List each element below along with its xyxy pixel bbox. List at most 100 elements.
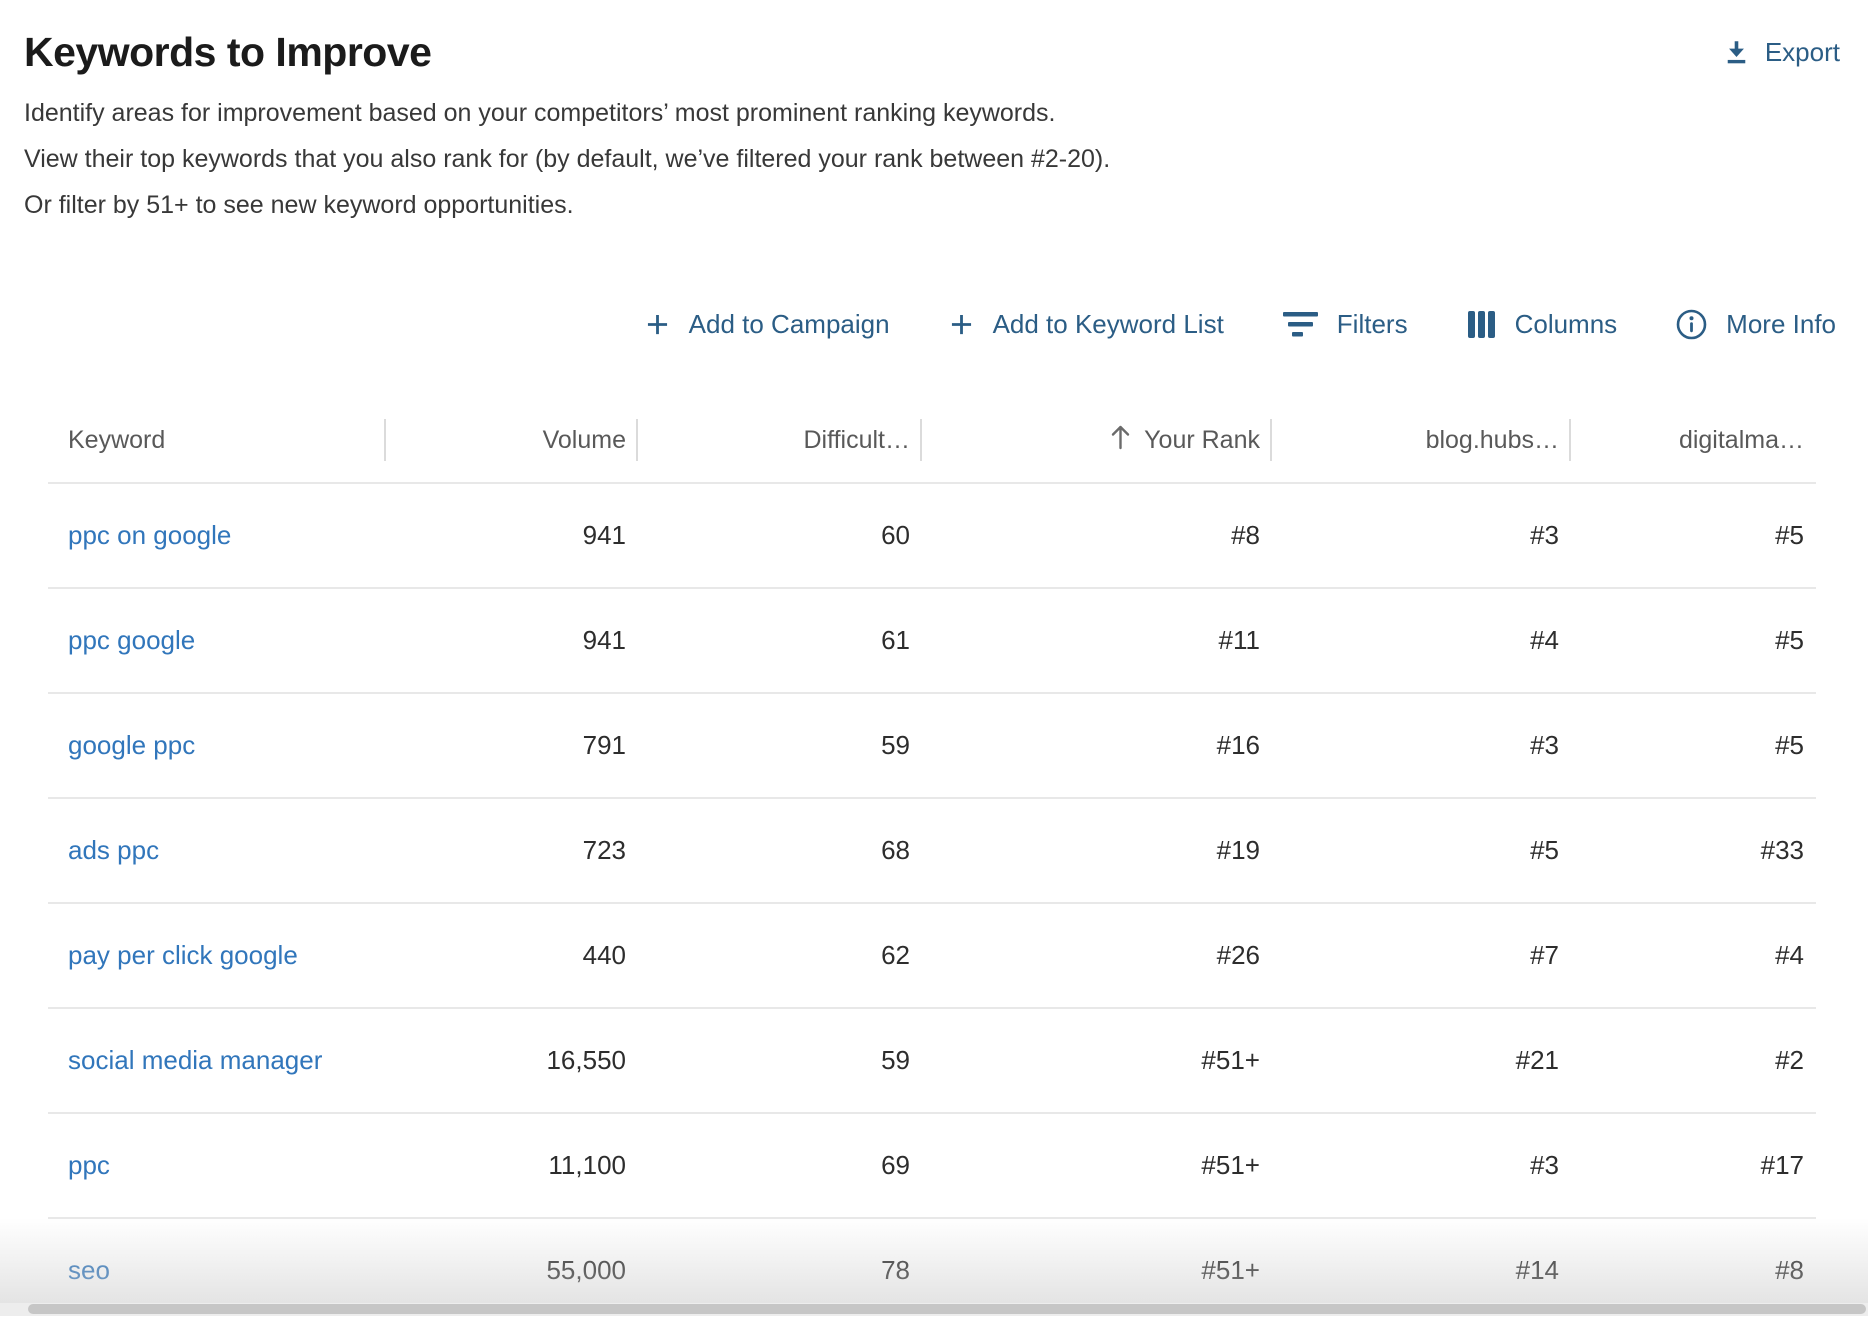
filter-icon — [1282, 309, 1319, 340]
plus-icon — [644, 311, 671, 338]
keyword-link[interactable]: pay per click google — [68, 940, 298, 970]
cell-value: 941 — [582, 520, 626, 550]
panel-description: Identify areas for improvement based on … — [24, 90, 1840, 228]
keyword-cell: seo — [48, 1255, 386, 1286]
keyword-link[interactable]: social media manager — [68, 1045, 323, 1075]
keyword-cell: google ppc — [48, 730, 386, 761]
scrollbar-thumb[interactable] — [28, 1304, 1866, 1314]
plus-icon — [948, 311, 975, 338]
cell-value: #33 — [1760, 835, 1804, 865]
column-header-label: Difficult… — [803, 425, 910, 454]
keyword-link[interactable]: ppc — [68, 1150, 110, 1180]
cell-value: #5 — [1775, 730, 1804, 760]
table-row: ppc 11,100 69 #51+ #3 #17 — [48, 1112, 1816, 1217]
keyword-link[interactable]: google ppc — [68, 730, 196, 760]
column-header-keyword[interactable]: Keyword — [48, 398, 386, 482]
cell-value: #51+ — [1201, 1255, 1260, 1285]
column-header-your-rank[interactable]: Your Rank — [922, 398, 1272, 482]
panel-header: Keywords to Improve Export — [24, 26, 1840, 78]
cell-value: 723 — [582, 835, 626, 865]
horizontal-scrollbar[interactable] — [0, 1303, 1868, 1316]
add-to-campaign-label: Add to Campaign — [688, 308, 890, 339]
cell-value: #7 — [1530, 940, 1559, 970]
info-icon — [1675, 308, 1708, 341]
keywords-table: Keyword Volume Difficult… Your Rank blog.hu… — [48, 398, 1816, 1322]
more-info-button[interactable]: More Info — [1675, 308, 1836, 341]
keyword-cell: ppc — [48, 1150, 386, 1181]
column-header-label: Volume — [542, 425, 626, 454]
keyword-link[interactable]: seo — [68, 1255, 110, 1285]
cell-value: 59 — [881, 1045, 910, 1075]
cell-value: 440 — [582, 940, 626, 970]
cell-value: 60 — [881, 520, 910, 550]
cell-value: 69 — [881, 1150, 910, 1180]
keyword-cell: pay per click google — [48, 940, 386, 971]
description-line: Or filter by 51+ to see new keyword oppo… — [24, 191, 574, 219]
keyword-link[interactable]: ppc on google — [68, 520, 232, 550]
cell-value: #4 — [1775, 940, 1804, 970]
columns-icon — [1466, 309, 1497, 340]
cell-value: #14 — [1515, 1255, 1559, 1285]
cell-value: #5 — [1530, 835, 1559, 865]
columns-button[interactable]: Columns — [1466, 308, 1618, 340]
column-header-difficulty[interactable]: Difficult… — [638, 398, 922, 482]
column-header-blog-hubs[interactable]: blog.hubs… — [1272, 398, 1571, 482]
column-header-label: Keyword — [68, 425, 166, 454]
cell-value: #8 — [1231, 520, 1260, 550]
keyword-cell: ppc on google — [48, 520, 386, 551]
cell-value: 78 — [881, 1255, 910, 1285]
cell-value: 11,100 — [548, 1150, 626, 1180]
table-row: google ppc 791 59 #16 #3 #5 — [48, 692, 1816, 797]
cell-value: #19 — [1216, 835, 1260, 865]
cell-value: #3 — [1530, 520, 1559, 550]
columns-label: Columns — [1514, 308, 1618, 339]
cell-value: #17 — [1760, 1150, 1804, 1180]
cell-value: 55,000 — [546, 1255, 626, 1285]
cell-value: 791 — [582, 730, 626, 760]
column-header-label: Your Rank — [1144, 425, 1260, 454]
table-header: Keyword Volume Difficult… Your Rank blog.hu… — [48, 398, 1816, 482]
column-header-label: blog.hubs… — [1425, 425, 1559, 454]
keyword-cell: ads ppc — [48, 835, 386, 866]
table-row: ppc google 941 61 #11 #4 #5 — [48, 587, 1816, 692]
cell-value: 59 — [881, 730, 910, 760]
column-header-label: digitalma… — [1678, 425, 1804, 454]
cell-value: #26 — [1216, 940, 1260, 970]
sort-ascending-icon — [1109, 423, 1132, 458]
column-header-digitalma[interactable]: digitalma… — [1571, 398, 1816, 482]
cell-value: #11 — [1218, 625, 1260, 655]
more-info-label: More Info — [1726, 308, 1836, 339]
cell-value: #5 — [1775, 625, 1804, 655]
table-row: social media manager 16,550 59 #51+ #21 #2 — [48, 1007, 1816, 1112]
cell-value: #3 — [1530, 730, 1559, 760]
export-label: Export — [1764, 37, 1840, 67]
keyword-link[interactable]: ppc google — [68, 625, 196, 655]
filters-button[interactable]: Filters — [1282, 309, 1408, 340]
cell-value: #51+ — [1201, 1045, 1260, 1075]
cell-value: #16 — [1216, 730, 1260, 760]
add-to-keyword-list-button[interactable]: Add to Keyword List — [948, 309, 1224, 340]
cell-value: #51+ — [1201, 1150, 1260, 1180]
add-to-campaign-button[interactable]: Add to Campaign — [644, 309, 890, 340]
table-row: pay per click google 440 62 #26 #7 #4 — [48, 902, 1816, 1007]
cell-value: #5 — [1775, 520, 1804, 550]
cell-value: 16,550 — [546, 1045, 626, 1075]
cell-value: 68 — [881, 835, 910, 865]
table-toolbar: Add to Campaign Add to Keyword List Filt… — [24, 298, 1840, 350]
page-title: Keywords to Improve — [24, 29, 432, 75]
keyword-link[interactable]: ads ppc — [68, 835, 160, 865]
table-body: ppc on google 941 60 #8 #3 #5 ppc google 941 61 #… — [48, 482, 1816, 1322]
cell-value: #4 — [1530, 625, 1559, 655]
cell-value: #2 — [1775, 1045, 1804, 1075]
cell-value: 941 — [582, 625, 626, 655]
export-button[interactable]: Export — [1723, 26, 1840, 78]
filters-label: Filters — [1336, 308, 1408, 339]
download-icon — [1723, 39, 1750, 66]
table-row: ppc on google 941 60 #8 #3 #5 — [48, 482, 1816, 587]
add-to-keyword-list-label: Add to Keyword List — [992, 308, 1224, 339]
column-header-volume[interactable]: Volume — [386, 398, 638, 482]
description-line: View their top keywords that you also ra… — [24, 145, 1111, 173]
cell-value: #21 — [1515, 1045, 1559, 1075]
cell-value: #3 — [1530, 1150, 1559, 1180]
